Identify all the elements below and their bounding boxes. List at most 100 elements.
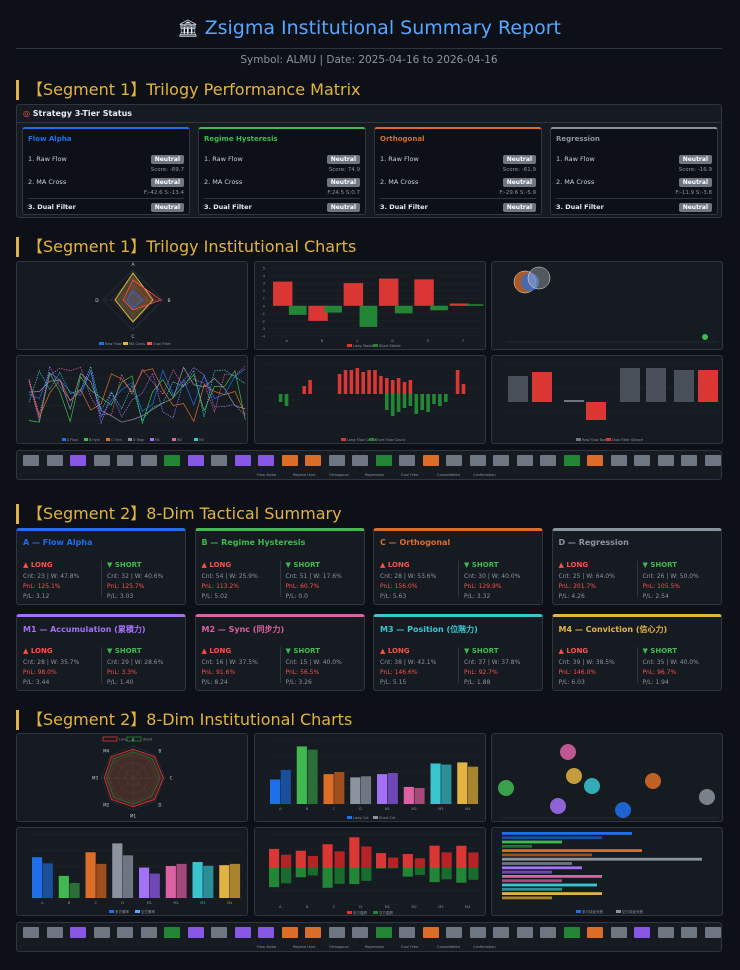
status-square <box>140 455 157 466</box>
hbar <box>502 875 602 878</box>
bar <box>69 882 80 898</box>
radar-axis-label: M1 <box>130 814 136 819</box>
bar <box>441 868 452 880</box>
trilogy-row-label: 1. Raw Flow <box>380 155 419 163</box>
dim-card: C — Orthogonal ▲ LONG Cnt: 28 | W: 53.6% Pn… <box>373 528 543 605</box>
status-square <box>305 455 321 466</box>
status-badge: Neutral <box>326 155 360 164</box>
status-square <box>281 455 298 466</box>
report-header: 🏛 Zsigma Institutional Summary Report Sym… <box>16 10 722 66</box>
status-square <box>187 927 204 938</box>
bar <box>349 868 360 885</box>
status-square <box>634 455 650 466</box>
dim-long-label: ▲ LONG <box>559 647 639 659</box>
8dim-count-bar-chart: A B C D M1 M2 M3 M4 Long Cnt Short Cnt <box>254 733 486 822</box>
dim-long-pl: P/L: 6.03 <box>558 679 585 686</box>
bar <box>532 372 552 402</box>
bar <box>307 868 318 876</box>
trilogy-card: Regression 1. Raw Flow Neutral Score: -16.9… <box>550 127 718 215</box>
dim-long-col: ▲ LONG Cnt: 25 | W: 64.0% PnL: 201.7% P/L: … <box>559 561 639 603</box>
svg-text:3: 3 <box>263 282 265 286</box>
bar <box>468 868 479 880</box>
dim-short-col: ▼ SHORT Cnt: 37 | W: 37.8% PnL: 92.7% P/L: … <box>464 647 544 689</box>
status-square <box>234 927 251 938</box>
bar <box>402 868 413 877</box>
bar <box>361 846 372 868</box>
pnl2-svg: A B C D M1 M2 M3 M4 多方盈虧 空方盈虧 <box>267 833 481 915</box>
dim-long-col: ▲ LONG Cnt: 28 | W: 35.7% PnL: 98.0% P/L: 3… <box>23 647 103 689</box>
legend-label: Regime Hyst <box>293 473 316 477</box>
dim-short-label-text: SHORT <box>114 647 142 655</box>
dim-long-col: ▲ LONG Cnt: 54 | W: 25.9% PnL: 113.2% P/L: … <box>202 561 282 603</box>
tick-label: M3 <box>438 807 443 811</box>
osc-bar <box>349 370 354 394</box>
report-title-text: Zsigma Institutional Summary Report <box>204 17 561 39</box>
bars2-svg: Raw Flow Bands Dual Filter Stance <box>504 363 720 442</box>
trilogy-card-name: Regression <box>556 135 600 143</box>
bar <box>269 868 280 888</box>
trilogy-card: Regime Hysteresis 1. Raw Flow Neutral Score… <box>198 127 366 215</box>
status-square <box>211 927 227 938</box>
bar <box>674 370 694 402</box>
dim-short-stats: Cnt: 35 | W: 40.0% <box>642 659 699 666</box>
bar <box>414 279 434 306</box>
svg-text:5: 5 <box>263 267 265 271</box>
status-square <box>634 927 650 938</box>
hbar <box>502 857 702 861</box>
bar <box>229 863 241 898</box>
osc-bar <box>367 370 371 394</box>
osc-bar <box>385 394 389 410</box>
dim-long-label: ▲ LONG <box>559 561 639 573</box>
trilogy-row-label: 2. MA Cross <box>28 178 67 186</box>
status-square <box>563 455 580 466</box>
trilogy-row-label: 1. Raw Flow <box>204 155 243 163</box>
bubble <box>615 802 631 818</box>
dim-long-stats: Cnt: 39 | W: 38.5% <box>558 659 615 666</box>
legend-label: 空方盈虧 <box>379 910 393 915</box>
bar <box>165 866 176 898</box>
legend-label: Short Cnt <box>379 816 396 820</box>
bubble <box>498 780 514 796</box>
tick-label: D <box>359 807 362 811</box>
dim-card-name: B — Regime Hysteresis <box>201 538 306 547</box>
dim-short-label: ▼ SHORT <box>643 561 723 573</box>
dim-long-stats: Cnt: 25 | W: 64.0% <box>558 573 615 580</box>
dim-short-label-text: SHORT <box>650 561 678 569</box>
dim-short-pnl: PnL: 92.7% <box>464 669 498 676</box>
status-square <box>422 455 439 466</box>
dim-short-col: ▼ SHORT Cnt: 29 | W: 28.6% PnL: 3.3% P/L: 1… <box>107 647 187 689</box>
hbar <box>502 896 552 900</box>
dim-long-col: ▲ LONG Cnt: 39 | W: 38.5% PnL: 146.0% P/L: … <box>559 647 639 689</box>
osc-bar <box>408 394 413 406</box>
bar <box>430 305 448 311</box>
dim-short-pl: P/L: 3.26 <box>285 679 312 686</box>
tick-label: M4 <box>465 807 471 811</box>
status-square <box>540 455 556 466</box>
trilogy-band-bar-chart: Raw Flow Bands Dual Filter Stance <box>491 355 723 444</box>
dim-long-pnl: PnL: 146.6% <box>380 669 418 676</box>
bar <box>281 854 292 868</box>
bar <box>429 845 440 868</box>
radar-axis-label: C <box>131 334 134 340</box>
bar <box>465 304 484 306</box>
dim-short-stats: Cnt: 51 | W: 17.6% <box>285 573 342 580</box>
line-series <box>28 365 246 425</box>
dim-short-label-text: SHORT <box>114 561 142 569</box>
svg-text:-1: -1 <box>262 312 266 316</box>
tick-label: M1 <box>385 905 390 909</box>
bar <box>467 766 479 804</box>
bar <box>281 868 292 884</box>
trilogy-row: 2. MA Cross Neutral <box>556 178 712 188</box>
bubble <box>584 778 600 794</box>
legend-label: M3 <box>199 438 204 442</box>
trilogy-row-sub: Score: -69.7 <box>150 167 184 173</box>
bar <box>646 368 666 402</box>
dim-card: M2 — Sync (同步力) ▲ LONG Cnt: 16 | W: 37.5% P… <box>194 614 365 691</box>
status-square <box>70 927 86 938</box>
bar <box>343 283 364 306</box>
tick-label: C <box>95 901 98 905</box>
dim-long-label: ▲ LONG <box>380 561 460 573</box>
trilogy-stable-bar-chart: -4 -3 -2 -1 0 1 2 3 4 5 A B C D E F Long Stable Short Sta… <box>254 261 486 350</box>
dim-long-label: ▲ LONG <box>202 647 282 659</box>
